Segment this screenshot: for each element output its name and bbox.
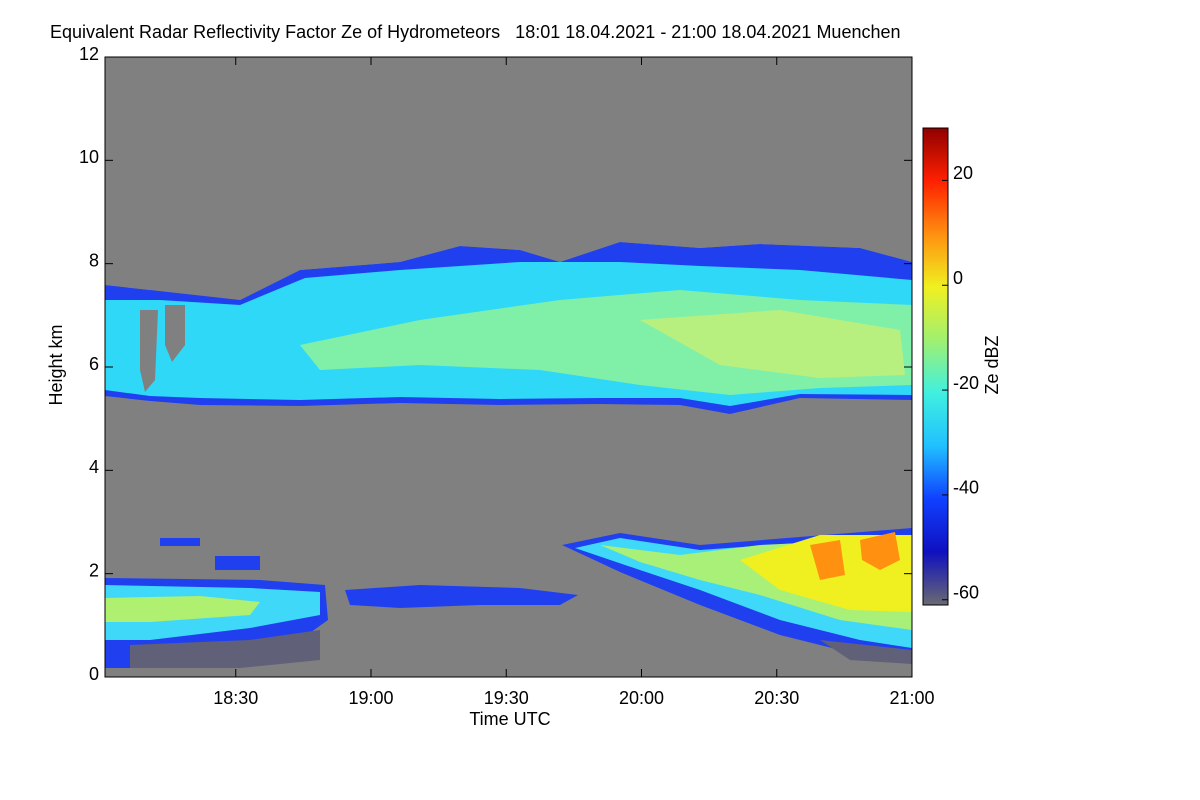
x-tick-label: 19:00: [348, 688, 393, 708]
y-tick-label: 6: [89, 354, 99, 374]
colorbar-label: Ze dBZ: [982, 335, 1002, 394]
y-tick-label: 4: [89, 457, 99, 477]
field-upper-peak: [640, 310, 905, 378]
x-axis-label: Time UTC: [469, 709, 550, 729]
colorbar-tick-label: 20: [953, 163, 973, 183]
x-tick-label: 21:00: [889, 688, 934, 708]
chart-title: Equivalent Radar Reflectivity Factor Ze …: [50, 22, 901, 42]
x-tick-label: 18:30: [213, 688, 258, 708]
field-patch: [160, 538, 200, 546]
field-gap: [140, 310, 158, 392]
field-lower-right-max: [810, 540, 845, 580]
field-lower-left-base: [130, 630, 320, 668]
field-patch: [345, 585, 578, 608]
x-tick-label: 20:30: [754, 688, 799, 708]
y-tick-label: 0: [89, 664, 99, 684]
y-tick-label: 2: [89, 560, 99, 580]
colorbar: [922, 127, 949, 606]
x-tick-label: 19:30: [484, 688, 529, 708]
field-patch: [215, 556, 260, 570]
field-gap: [165, 305, 185, 362]
x-tick-label: 20:00: [619, 688, 664, 708]
y-axis-label: Height km: [46, 324, 66, 405]
field-lower-right-base: [820, 640, 912, 664]
field-lower-left-core: [105, 596, 260, 622]
field-gap: [105, 57, 912, 300]
colorbar-tick-label: 0: [953, 268, 963, 288]
radar-field: [105, 57, 912, 677]
field-lower-right-max: [860, 532, 900, 570]
colorbar-tick-label: -20: [953, 373, 979, 393]
y-tick-label: 8: [89, 250, 99, 270]
y-tick-label: 12: [79, 44, 99, 64]
colorbar-tick-label: -60: [953, 583, 979, 603]
y-tick-label: 10: [79, 147, 99, 167]
colorbar-tick-label: -40: [953, 478, 979, 498]
